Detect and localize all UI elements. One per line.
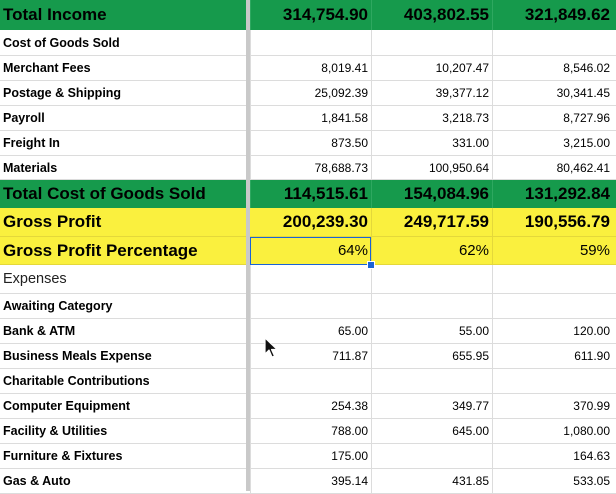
row-value[interactable]: 431.85 <box>371 469 492 493</box>
row-value[interactable]: 349.77 <box>371 394 492 418</box>
row-value[interactable]: 254.38 <box>250 394 371 418</box>
table-row[interactable]: Freight In 873.50 331.00 3,215.00 <box>0 131 616 156</box>
fill-handle[interactable] <box>367 261 375 269</box>
row-label[interactable]: Freight In <box>3 136 60 150</box>
row-value[interactable] <box>371 369 492 393</box>
total-cogs-label[interactable]: Total Cost of Goods Sold <box>3 184 206 203</box>
row-value[interactable]: 55.00 <box>371 319 492 343</box>
gross-profit-pct-row[interactable]: Gross Profit Percentage 64% 62% 59% <box>0 237 616 265</box>
row-value[interactable]: 164.63 <box>492 444 616 468</box>
table-row[interactable]: Awaiting Category <box>0 294 616 319</box>
row-value[interactable]: 8,019.41 <box>250 56 371 80</box>
row-value[interactable] <box>250 294 371 318</box>
row-label[interactable]: Postage & Shipping <box>3 86 122 100</box>
row-value[interactable]: 39,377.12 <box>371 81 492 105</box>
gross-profit-pct-col2[interactable]: 62% <box>371 237 492 264</box>
row-value[interactable] <box>371 294 492 318</box>
total-income-col3[interactable]: 321,849.62 <box>492 0 616 30</box>
total-income-label[interactable]: Total Income <box>3 5 107 24</box>
gross-profit-pct-col1[interactable]: 64% <box>337 242 368 259</box>
row-label[interactable]: Materials <box>3 160 58 175</box>
row-label[interactable]: Payroll <box>3 111 45 125</box>
row-label[interactable]: Furniture & Fixtures <box>3 449 123 463</box>
row-value[interactable]: 3,215.00 <box>492 131 616 155</box>
row-value[interactable]: 711.87 <box>250 344 371 368</box>
gross-profit-col2[interactable]: 249,717.59 <box>371 208 492 236</box>
row-value[interactable]: 100,950.64 <box>371 156 492 179</box>
row-value[interactable]: 788.00 <box>250 419 371 443</box>
row-label[interactable]: Facility & Utilities <box>3 424 108 438</box>
row-value[interactable]: 30,341.45 <box>492 81 616 105</box>
row-value[interactable]: 120.00 <box>492 319 616 343</box>
row-value[interactable]: 78,688.73 <box>250 156 371 179</box>
row-value[interactable]: 331.00 <box>371 131 492 155</box>
row-value[interactable]: 1,841.58 <box>250 106 371 130</box>
row-value[interactable]: 8,546.02 <box>492 56 616 80</box>
row-value[interactable]: 370.99 <box>492 394 616 418</box>
table-row[interactable]: Payroll 1,841.58 3,218.73 8,727.96 <box>0 106 616 131</box>
table-row[interactable]: Business Meals Expense 711.87 655.95 611… <box>0 344 616 369</box>
row-value[interactable]: 3,218.73 <box>371 106 492 130</box>
empty-cell[interactable] <box>492 30 616 55</box>
row-value[interactable]: 611.90 <box>492 344 616 368</box>
total-cogs-col3[interactable]: 131,292.84 <box>492 180 616 208</box>
cogs-header-label[interactable]: Cost of Goods Sold <box>3 35 120 50</box>
gross-profit-pct-label[interactable]: Gross Profit Percentage <box>3 240 198 260</box>
gross-profit-label[interactable]: Gross Profit <box>3 212 102 231</box>
table-row[interactable]: Computer Equipment 254.38 349.77 370.99 <box>0 394 616 419</box>
row-label[interactable]: Business Meals Expense <box>3 349 152 363</box>
row-value[interactable] <box>492 369 616 393</box>
total-income-col2[interactable]: 403,802.55 <box>371 0 492 30</box>
row-value[interactable]: 8,727.96 <box>492 106 616 130</box>
gross-profit-row[interactable]: Gross Profit 200,239.30 249,717.59 190,5… <box>0 208 616 237</box>
table-row[interactable]: Merchant Fees 8,019.41 10,207.47 8,546.0… <box>0 56 616 81</box>
total-cogs-col2[interactable]: 154,084.96 <box>371 180 492 208</box>
row-value[interactable]: 25,092.39 <box>250 81 371 105</box>
row-value[interactable] <box>250 369 371 393</box>
empty-cell[interactable] <box>492 265 616 293</box>
empty-cell[interactable] <box>250 265 371 293</box>
expenses-header-row[interactable]: Expenses <box>0 265 616 294</box>
row-value[interactable]: 395.14 <box>250 469 371 493</box>
empty-cell[interactable] <box>371 30 492 55</box>
row-value[interactable]: 873.50 <box>250 131 371 155</box>
row-value[interactable]: 1,080.00 <box>492 419 616 443</box>
mouse-pointer-icon <box>264 337 278 364</box>
total-income-row[interactable]: Total Income 314,754.90 403,802.55 321,8… <box>0 0 616 30</box>
expenses-header-label[interactable]: Expenses <box>3 271 67 287</box>
row-value[interactable]: 655.95 <box>371 344 492 368</box>
table-row[interactable]: Charitable Contributions <box>0 369 616 394</box>
row-value[interactable]: 175.00 <box>250 444 371 468</box>
row-label[interactable]: Charitable Contributions <box>3 374 150 388</box>
table-row[interactable]: Postage & Shipping 25,092.39 39,377.12 3… <box>0 81 616 106</box>
empty-cell[interactable] <box>250 30 371 55</box>
gross-profit-col3[interactable]: 190,556.79 <box>492 208 616 236</box>
table-row[interactable]: Gas & Auto 395.14 431.85 533.05 <box>0 469 616 494</box>
row-value[interactable]: 80,462.41 <box>492 156 616 179</box>
cogs-header-row[interactable]: Cost of Goods Sold <box>0 30 616 56</box>
table-row[interactable]: Facility & Utilities 788.00 645.00 1,080… <box>0 419 616 444</box>
table-row[interactable]: Materials 78,688.73 100,950.64 80,462.41 <box>0 156 616 180</box>
frozen-column-divider[interactable] <box>246 0 250 491</box>
row-value[interactable]: 533.05 <box>492 469 616 493</box>
table-row[interactable]: Furniture & Fixtures 175.00 164.63 <box>0 444 616 469</box>
total-income-col1[interactable]: 314,754.90 <box>250 0 371 30</box>
row-value[interactable]: 10,207.47 <box>371 56 492 80</box>
row-value[interactable]: 65.00 <box>250 319 371 343</box>
row-value[interactable]: 645.00 <box>371 419 492 443</box>
row-label[interactable]: Gas & Auto <box>3 474 71 488</box>
row-label[interactable]: Bank & ATM <box>3 324 76 338</box>
row-value[interactable] <box>371 444 492 468</box>
row-label[interactable]: Computer Equipment <box>3 399 131 413</box>
row-value[interactable] <box>492 294 616 318</box>
total-cogs-col1[interactable]: 114,515.61 <box>250 180 371 208</box>
row-label[interactable]: Awaiting Category <box>3 299 113 313</box>
empty-cell[interactable] <box>371 265 492 293</box>
gross-profit-pct-col3[interactable]: 59% <box>492 237 616 264</box>
row-label[interactable]: Merchant Fees <box>3 61 91 75</box>
gross-profit-col1[interactable]: 200,239.30 <box>282 212 368 231</box>
table-row[interactable]: Bank & ATM 65.00 55.00 120.00 <box>0 319 616 344</box>
total-cogs-row[interactable]: Total Cost of Goods Sold 114,515.61 154,… <box>0 180 616 208</box>
